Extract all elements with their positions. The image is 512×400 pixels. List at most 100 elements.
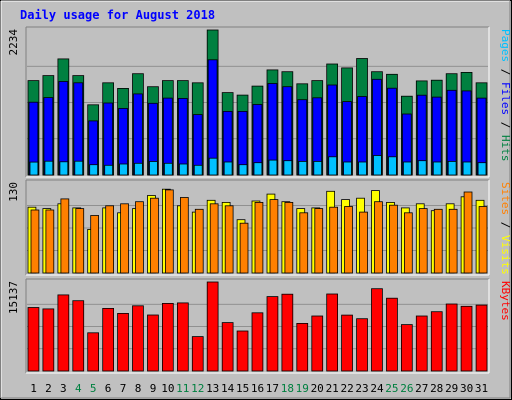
bar-kbytes-day-26 — [400, 324, 413, 372]
bar-pages-day-6 — [104, 164, 113, 176]
x-label-day: 8 — [135, 382, 142, 395]
bar-kbytes-day-8 — [132, 305, 144, 372]
bar-pages-day-1 — [29, 161, 39, 176]
x-label-day: 12 — [191, 382, 204, 395]
series-legend-label: KBytes — [499, 281, 512, 321]
bar-sites-day-29 — [448, 208, 458, 274]
bar-pages-day-23 — [358, 161, 367, 176]
bar-pages-day-16 — [253, 162, 263, 176]
bar-pages-day-13 — [208, 157, 218, 176]
bar-pages-day-4 — [74, 160, 84, 176]
bar-kbytes-day-19 — [296, 322, 309, 372]
bar-pages-day-7 — [119, 163, 128, 176]
bar-sites-day-5 — [90, 215, 99, 274]
bar-sites-day-1 — [30, 209, 40, 274]
bar-kbytes-day-14 — [221, 322, 234, 372]
bar-kbytes-day-25 — [386, 297, 398, 372]
x-label-day: 16 — [251, 382, 264, 395]
bar-pages-day-18 — [283, 160, 293, 176]
x-label-day: 21 — [326, 382, 339, 395]
bar-kbytes-day-20 — [311, 315, 324, 372]
bar-kbytes-day-24 — [371, 288, 383, 372]
panel-hits: 2234 Pages / Files / Hits — [7, 26, 512, 178]
bar-pages-day-24 — [373, 155, 382, 176]
bar-kbytes-day-9 — [147, 314, 159, 372]
bar-sites-day-2 — [45, 209, 55, 274]
bar-pages-day-22 — [343, 161, 352, 176]
x-label-day: 11 — [176, 382, 189, 395]
x-label-day: 27 — [415, 382, 428, 395]
bar-sites-day-28 — [433, 208, 443, 274]
bar-pages-day-15 — [238, 164, 248, 176]
x-label-day: 1 — [30, 382, 37, 395]
bar-sites-day-23 — [359, 211, 368, 274]
bar-kbytes-day-18 — [281, 293, 294, 372]
x-label-day: 9 — [150, 382, 157, 395]
bar-kbytes-day-22 — [341, 314, 353, 372]
bar-files-day-13 — [207, 59, 218, 176]
bar-sites-day-30 — [463, 191, 473, 274]
bar-kbytes-day-13 — [206, 281, 219, 372]
x-label-day: 4 — [75, 382, 82, 395]
bar-sites-day-21 — [329, 206, 339, 274]
bar-pages-day-5 — [89, 164, 98, 176]
x-label-day: 13 — [206, 382, 219, 395]
x-label-day: 15 — [236, 382, 249, 395]
bar-kbytes-day-29 — [445, 303, 458, 372]
bar-pages-day-14 — [223, 161, 233, 176]
bar-sites-day-12 — [194, 208, 204, 274]
bar-kbytes-day-23 — [356, 318, 368, 372]
bar-kbytes-day-15 — [236, 330, 249, 372]
legend-part: Pages — [499, 29, 512, 62]
bar-kbytes-day-21 — [326, 293, 339, 372]
legend-part: / — [499, 62, 512, 82]
bar-pages-day-30 — [462, 161, 472, 176]
bar-kbytes-day-28 — [430, 311, 443, 372]
x-label-day: 5 — [90, 382, 97, 395]
x-label-day: 6 — [105, 382, 112, 395]
bar-kbytes-day-16 — [251, 312, 264, 372]
bar-kbytes-day-5 — [87, 332, 99, 372]
legend-part: / — [499, 115, 512, 135]
x-label-day: 26 — [400, 382, 413, 395]
bar-pages-day-21 — [328, 156, 338, 176]
x-label-day: 28 — [430, 382, 443, 395]
bar-pages-day-20 — [313, 160, 323, 176]
bar-kbytes-day-7 — [117, 312, 129, 372]
x-label-day: 3 — [60, 382, 67, 395]
bar-sites-day-24 — [374, 201, 383, 274]
y-max-label: 2234 — [7, 29, 20, 56]
bar-kbytes-day-12 — [191, 336, 204, 372]
bar-sites-day-7 — [120, 203, 129, 274]
bar-pages-day-31 — [477, 162, 487, 176]
bar-sites-day-6 — [105, 205, 114, 274]
bar-pages-day-2 — [44, 160, 54, 176]
x-label-day: 14 — [221, 382, 235, 395]
bar-pages-day-26 — [402, 161, 412, 176]
x-label-day: 17 — [266, 382, 279, 395]
bar-kbytes-day-11 — [176, 302, 189, 372]
legend-part: Hits — [499, 135, 512, 162]
bar-kbytes-day-31 — [475, 304, 488, 372]
chart-panels: 2234 Pages / Files / Hits 130 Sites / Visit… — [7, 26, 512, 374]
bar-files-day-8 — [133, 93, 143, 176]
bar-sites-day-31 — [478, 206, 488, 274]
x-label-day: 2 — [45, 382, 52, 395]
bar-sites-day-17 — [269, 199, 279, 274]
bar-pages-day-27 — [417, 160, 427, 176]
x-label-day: 23 — [355, 382, 368, 395]
bar-kbytes-day-1 — [27, 307, 40, 372]
bar-files-day-6 — [103, 102, 113, 176]
legend-part: KBytes — [499, 281, 512, 321]
x-label-day: 19 — [296, 382, 309, 395]
legend-part: Sites — [499, 182, 512, 215]
bar-sites-day-13 — [209, 203, 219, 274]
bar-kbytes-day-2 — [42, 308, 55, 372]
bar-sites-day-15 — [239, 222, 249, 274]
x-label-day: 7 — [120, 382, 127, 395]
bar-files-day-11 — [177, 98, 188, 176]
bar-sites-day-9 — [150, 197, 159, 274]
bar-pages-day-10 — [163, 162, 173, 176]
legend-part: / — [499, 215, 512, 235]
